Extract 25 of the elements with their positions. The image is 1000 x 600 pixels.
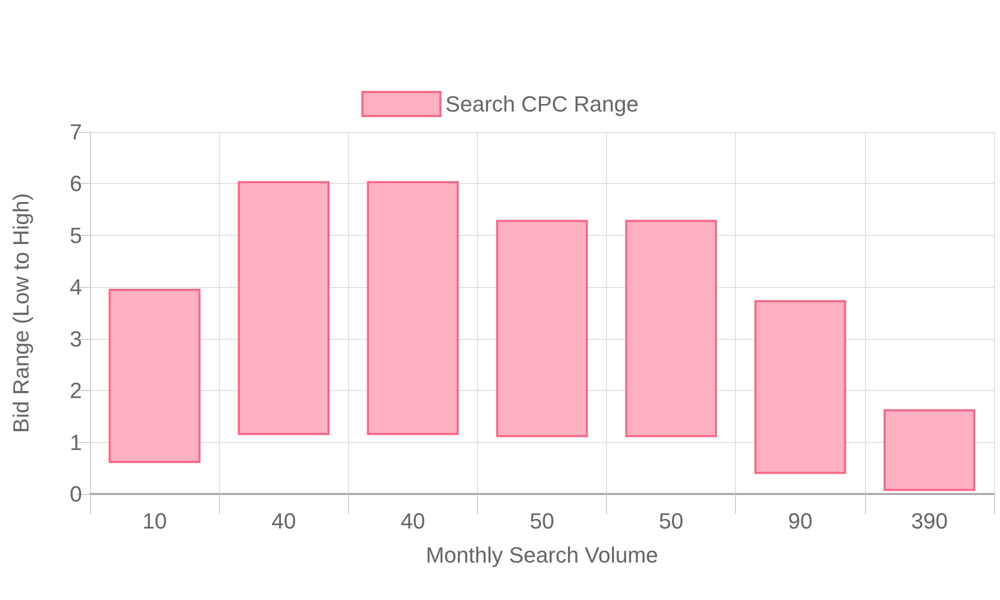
x-tick-label: 390 bbox=[911, 508, 948, 534]
y-tick-label: 1 bbox=[70, 430, 82, 455]
bar bbox=[108, 288, 200, 463]
y-tick-label: 2 bbox=[70, 378, 82, 404]
x-tick-label: 40 bbox=[271, 508, 296, 534]
y-axis-title: Bid Range (Low to High) bbox=[8, 193, 34, 433]
x-tick-label: 90 bbox=[788, 508, 813, 534]
x-tick-label: 10 bbox=[142, 508, 167, 534]
x-tick-label: 50 bbox=[530, 508, 554, 534]
bar bbox=[496, 220, 588, 438]
bar bbox=[238, 181, 330, 436]
y-tick-label: 0 bbox=[70, 482, 82, 506]
y-tick-label: 3 bbox=[70, 326, 82, 352]
x-tick-label: 50 bbox=[658, 508, 684, 534]
y-tick-label: 4 bbox=[70, 274, 82, 300]
bar bbox=[367, 181, 459, 436]
y-tick-label: 6 bbox=[70, 171, 82, 196]
y-tick-label: 7 bbox=[70, 120, 82, 144]
x-axis-title: Monthly Search Volume bbox=[426, 542, 658, 568]
bar bbox=[625, 220, 717, 438]
legend-label: Search CPC Range bbox=[445, 92, 639, 116]
y-tick-label: 5 bbox=[70, 222, 82, 248]
bar bbox=[754, 300, 846, 474]
x-tick-label: 40 bbox=[400, 508, 426, 534]
bar bbox=[884, 409, 976, 491]
